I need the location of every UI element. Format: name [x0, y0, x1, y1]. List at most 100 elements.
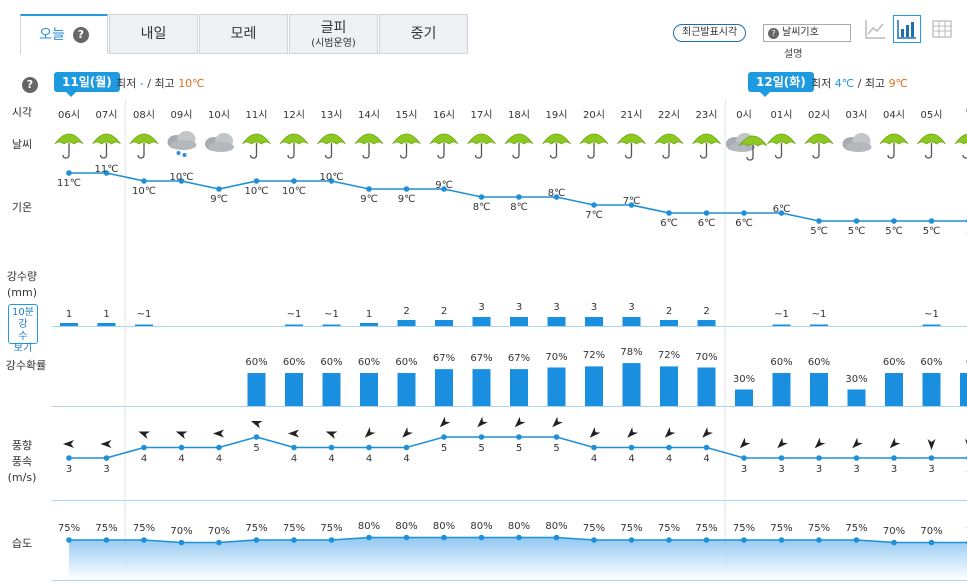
hour-label: 20시	[583, 110, 605, 121]
precip-bar	[360, 323, 378, 326]
humidity-label: 75%	[320, 523, 343, 534]
wind-arrow-icon	[777, 437, 788, 449]
prob-bar	[285, 373, 303, 406]
wind-point	[103, 455, 110, 461]
tab-third-day[interactable]: 글피 (시범운영)	[289, 14, 378, 54]
tab-tomorrow[interactable]: 내일	[109, 14, 198, 54]
wind-point	[741, 455, 747, 461]
wind-point	[291, 444, 297, 451]
humidity-point	[816, 537, 822, 543]
tab-tomorrow-label: 내일	[140, 26, 167, 42]
precip-bar	[435, 320, 453, 326]
temp-label: 5℃	[885, 226, 903, 237]
tab-today[interactable]: 오늘?	[20, 14, 108, 54]
weather-symbol-select[interactable]: ? 날씨기호	[763, 24, 851, 42]
prob-bar	[735, 389, 753, 406]
hour-label: 15시	[395, 110, 418, 121]
precip-bar	[922, 324, 941, 326]
ten-minute-precip-button[interactable]: 10분강 수 보기	[8, 304, 38, 354]
latest-release-button[interactable]: 최근발표시각	[673, 24, 747, 42]
prob-label: 60%	[807, 357, 831, 368]
hour-label: 06시	[58, 110, 80, 121]
hour-label: 18시	[508, 110, 530, 121]
wind-arrow-icon	[288, 429, 299, 438]
wind-speed-label: 4	[291, 454, 297, 465]
umbrella-rain-icon	[92, 133, 121, 159]
humidity-label: 70%	[920, 525, 943, 537]
hour-label: 12시	[283, 110, 305, 121]
hour-label: 0	[951, 106, 967, 117]
table-icon[interactable]	[929, 16, 955, 42]
row-label-precip-unit: (mm)	[6, 286, 37, 299]
hour-label: 04시	[883, 110, 905, 121]
wind-arrow-icon	[664, 427, 676, 438]
help-icon[interactable]: ?	[72, 27, 89, 43]
tab-midterm[interactable]: 중기	[379, 14, 468, 54]
wind-speed-label: 4	[216, 454, 222, 465]
prob-label: 6	[951, 357, 967, 368]
wind-arrow-icon	[814, 437, 826, 449]
umbrella-rain-icon	[54, 133, 84, 159]
divider	[52, 500, 967, 501]
help-icon[interactable]: ?	[22, 77, 38, 93]
wind-point	[816, 455, 822, 461]
hour-label: 0시	[736, 110, 752, 121]
hour-label: 17시	[470, 110, 493, 121]
precip-label: 3	[478, 302, 485, 313]
cloud-rain-icon	[167, 131, 197, 157]
tab-third-day-sub: (시범운영)	[311, 38, 356, 49]
prob-label: 70%	[545, 351, 568, 363]
precip-bar	[285, 324, 303, 326]
humidity-area	[69, 537, 967, 580]
tab-day-after[interactable]: 모레	[199, 14, 288, 54]
prob-bar	[322, 373, 341, 406]
wind-arrow-icon	[552, 416, 563, 428]
wind-point	[328, 444, 335, 451]
row-label-weather: 날씨	[11, 138, 33, 151]
temp-point	[816, 218, 822, 224]
humidity-point	[66, 537, 72, 543]
btn-line2: 수	[18, 331, 28, 342]
wind-point	[703, 444, 710, 451]
precip-bar	[510, 317, 528, 326]
divider	[52, 580, 967, 581]
humidity-label: 75%	[245, 523, 268, 534]
prob-bar	[510, 369, 528, 406]
day-badge-11: 11일(월)	[54, 72, 120, 97]
precip-label: 3	[553, 302, 560, 313]
humidity-label: 75%	[582, 523, 606, 534]
line-chart-icon[interactable]	[862, 16, 888, 42]
hour-label: 16시	[433, 110, 455, 121]
temp-point	[628, 202, 635, 208]
temp-point	[66, 170, 72, 176]
temp-point	[478, 194, 485, 200]
hour-label: 22시	[658, 110, 680, 121]
wind-arrow-icon	[852, 437, 863, 449]
wind-arrow-icon	[477, 416, 488, 428]
hour-label: 05시	[920, 110, 943, 121]
max-label: 최고	[864, 77, 886, 90]
weather-symbol-label: 날씨기호	[782, 27, 819, 38]
humidity-label: 75%	[845, 523, 868, 534]
precip-bar	[810, 324, 828, 326]
humidity-point	[628, 537, 635, 543]
bar-chart-icon[interactable]	[893, 15, 921, 43]
hour-label: 02시	[808, 110, 830, 121]
divider	[52, 406, 967, 407]
wind-point	[403, 444, 410, 451]
precip-bar	[697, 320, 716, 326]
humidity-label: 75%	[282, 523, 306, 534]
humidity-label: 75%	[620, 523, 643, 534]
prob-label: 72%	[657, 350, 681, 362]
temp-label: 8℃	[472, 202, 491, 213]
humidity-point	[666, 537, 672, 543]
temp-point	[591, 202, 597, 208]
precip-bar	[660, 320, 678, 326]
umbrella-rain-icon	[429, 133, 459, 159]
wind-arrow-icon	[739, 437, 751, 449]
precip-label: 2	[403, 306, 410, 317]
wind-speed-label: 5	[478, 443, 484, 454]
humidity-label: 80%	[507, 520, 531, 532]
prob-label: 70%	[695, 351, 718, 363]
temp-label: 10℃	[244, 186, 269, 197]
